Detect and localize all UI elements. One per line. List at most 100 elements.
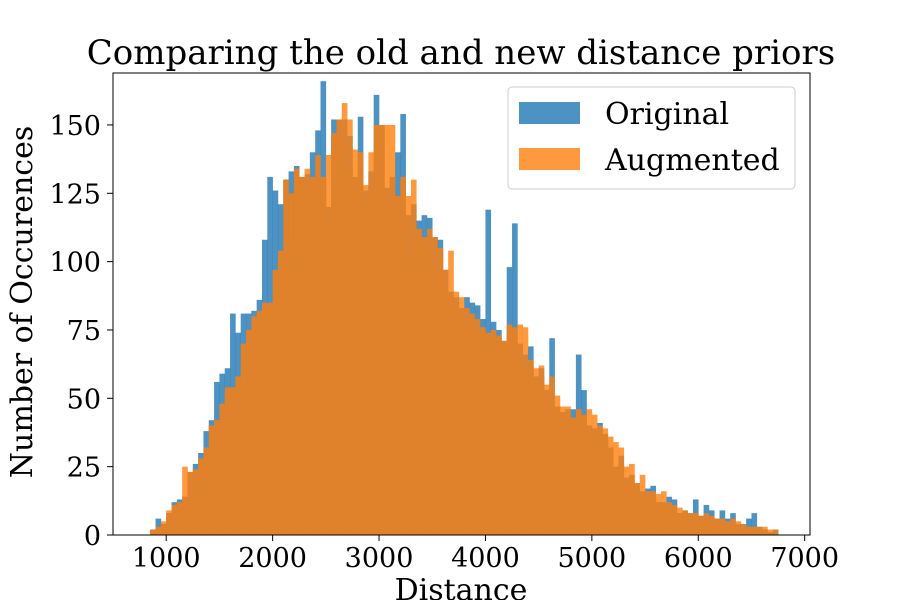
- bar-overlap: [575, 409, 582, 535]
- bar-overlap: [740, 526, 747, 535]
- legend-swatch-augmented: [519, 148, 580, 170]
- bar-overlap: [650, 491, 657, 535]
- y-tick-label: 100: [49, 248, 101, 279]
- bar-overlap: [522, 368, 529, 535]
- bar-overlap: [448, 297, 454, 535]
- bar-overlap: [762, 529, 768, 535]
- bar-overlap: [421, 237, 428, 535]
- bar-overlap: [687, 515, 694, 535]
- bar-overlap: [309, 179, 316, 535]
- bar-overlap: [480, 329, 486, 535]
- bar-overlap: [336, 119, 343, 535]
- x-axis-ticks: 1000 2000 3000 4000 5000 6000 7000: [132, 535, 839, 574]
- bar-overlap: [528, 365, 534, 535]
- y-axis-ticks: 0 25 50 75 100 125 150: [49, 111, 113, 552]
- x-tick-label: 1000: [132, 543, 201, 574]
- bar-overlap: [437, 250, 444, 535]
- bar-overlap: [405, 261, 412, 535]
- bar-augmented: [767, 529, 774, 535]
- legend-swatch-original: [519, 102, 580, 124]
- bar-overlap: [251, 316, 257, 535]
- bar-overlap: [410, 245, 417, 535]
- bar-overlap: [708, 518, 715, 535]
- bar-overlap: [559, 417, 566, 535]
- bar-overlap: [671, 510, 678, 535]
- bar-overlap: [517, 360, 523, 535]
- bar-overlap: [432, 269, 438, 535]
- bar-overlap: [634, 491, 641, 535]
- bar-overlap: [288, 193, 295, 535]
- bar-overlap: [347, 168, 353, 535]
- legend: Original Augmented: [507, 86, 796, 190]
- bar-overlap: [703, 518, 710, 535]
- bar-overlap: [655, 502, 662, 535]
- bar-overlap: [160, 524, 167, 535]
- bar-overlap: [331, 133, 337, 535]
- bar-overlap: [474, 332, 481, 535]
- x-axis-label: Distance: [395, 573, 528, 600]
- bar-overlap: [299, 176, 305, 535]
- bar-overlap: [155, 526, 162, 535]
- bar-overlap: [219, 403, 226, 535]
- bar-overlap: [772, 532, 779, 535]
- bar-overlap: [187, 472, 194, 535]
- bar-overlap: [676, 513, 683, 535]
- series-overlap-bars: [150, 119, 779, 536]
- bar-overlap: [389, 176, 396, 535]
- legend-label-augmented: Augmented: [604, 143, 780, 178]
- bar-overlap: [352, 185, 359, 536]
- bar-overlap: [496, 338, 502, 535]
- x-tick-label: 4000: [451, 543, 520, 574]
- bar-overlap: [639, 493, 646, 535]
- bar-overlap: [384, 204, 390, 535]
- x-tick-label: 2000: [238, 543, 307, 574]
- bar-overlap: [357, 152, 364, 535]
- bar-overlap: [719, 518, 726, 535]
- bar-overlap: [235, 376, 241, 535]
- y-axis-label: Number of Occurences: [5, 126, 40, 478]
- bar-overlap: [224, 387, 231, 535]
- bar-overlap: [400, 179, 406, 535]
- bar-overlap: [176, 502, 183, 535]
- bar-overlap: [485, 335, 492, 535]
- bar-overlap: [607, 447, 614, 535]
- bar-overlap: [293, 168, 300, 535]
- bar-overlap: [682, 513, 688, 535]
- bar-overlap: [171, 504, 178, 535]
- bar-overlap: [464, 319, 470, 535]
- bar-overlap: [730, 524, 736, 535]
- x-tick-label: 7000: [770, 543, 839, 574]
- bar-augmented: [772, 529, 779, 535]
- y-tick-label: 125: [49, 179, 101, 210]
- bar-overlap: [746, 526, 752, 535]
- bar-overlap: [565, 411, 571, 535]
- bar-overlap: [442, 291, 449, 535]
- bar-overlap: [261, 302, 268, 535]
- bar-overlap: [645, 493, 651, 535]
- bar-overlap: [192, 469, 199, 535]
- bar-original: [751, 513, 758, 535]
- y-tick-label: 50: [67, 384, 101, 415]
- bar-overlap: [698, 515, 704, 535]
- bar-overlap: [767, 532, 774, 535]
- bar-overlap: [283, 179, 289, 535]
- bar-overlap: [320, 176, 327, 535]
- bar-overlap: [203, 447, 210, 535]
- bar-overlap: [549, 406, 555, 535]
- bar-overlap: [182, 499, 188, 535]
- bar-overlap: [666, 507, 672, 535]
- bar-overlap: [373, 124, 380, 535]
- bar-overlap: [325, 220, 332, 535]
- bar-overlap: [661, 504, 667, 535]
- bar-overlap: [394, 196, 401, 535]
- x-tick-label: 6000: [664, 543, 733, 574]
- bar-overlap: [267, 308, 273, 535]
- x-tick-label: 3000: [345, 543, 414, 574]
- bar-overlap: [272, 269, 279, 535]
- bar-overlap: [416, 228, 422, 535]
- bar-overlap: [341, 149, 348, 535]
- bar-overlap: [304, 196, 311, 535]
- bar-overlap: [198, 458, 204, 535]
- bar-overlap: [277, 250, 284, 535]
